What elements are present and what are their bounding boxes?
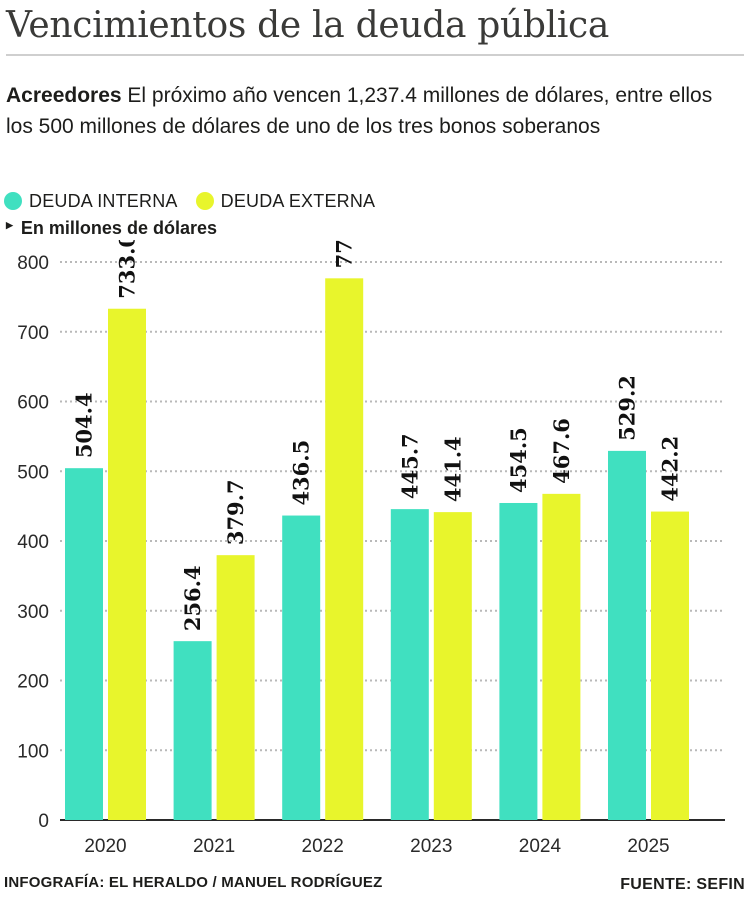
units-text: En millones de dólares <box>20 218 217 238</box>
data-label-interna-2025: 529.2 <box>615 375 640 441</box>
y-tick-label: 0 <box>38 811 49 832</box>
bar-interna-2020 <box>65 468 103 820</box>
chart-title: Vencimientos de la deuda pública <box>6 2 744 56</box>
data-label-externa-2020: 733.0 <box>115 240 140 299</box>
legend-swatch-interna <box>4 192 22 210</box>
legend-swatch-externa <box>195 192 214 210</box>
bar-interna-2024 <box>499 502 538 820</box>
data-label-interna-2021: 256.4 <box>180 565 205 631</box>
x-axis: 2020 2021 2022 2023 2024 2025 <box>84 836 669 857</box>
data-label-interna-2020: 504.4 <box>72 392 97 458</box>
legend-label-interna: DEUDA INTERNA <box>29 190 178 211</box>
legend-label-externa: DEUDA EXTERNA <box>220 190 376 211</box>
bar-externa-2022 <box>325 278 364 820</box>
bar-externa-2020 <box>108 308 146 820</box>
data-label-externa-2023: 441.4 <box>440 436 465 502</box>
data-label-externa-2025: 442.2 <box>658 436 683 502</box>
x-tick-label-2023: 2023 <box>410 836 452 857</box>
source: FUENTE: SEFIN <box>620 876 745 893</box>
legend: DEUDA INTERNA DEUDA EXTERNA <box>4 190 393 212</box>
intro-body: El próximo año vencen 1,237.4 millones d… <box>6 84 713 138</box>
data-label-externa-2024: 467.6 <box>549 418 574 484</box>
x-tick-label-2020: 2020 <box>84 836 126 857</box>
triangle-icon: ▶ <box>6 220 13 230</box>
bar-externa-2023 <box>433 512 472 820</box>
data-label-interna-2024: 454.5 <box>506 427 531 493</box>
bars <box>65 278 689 820</box>
y-tick-label: 300 <box>17 602 49 623</box>
data-label-interna-2022: 436.5 <box>289 440 314 506</box>
x-tick-label-2022: 2022 <box>302 836 344 857</box>
y-tick-label: 200 <box>17 672 49 693</box>
legend-item-interna: DEUDA INTERNA <box>4 191 178 212</box>
bar-externa-2024 <box>542 493 581 820</box>
x-tick-label-2021: 2021 <box>193 836 235 857</box>
credit: INFOGRAFÍA: EL HERALDO / MANUEL RODRÍGUE… <box>4 874 383 891</box>
bar-chart: 0 100 200 300 400 500 600 700 800 504.4 733.0 256.… <box>17 240 725 857</box>
bar-externa-2025 <box>651 511 689 820</box>
y-tick-label: 100 <box>17 741 49 762</box>
intro-text: Acreedores El próximo año vencen 1,237.4… <box>6 80 741 142</box>
bar-interna-2022 <box>282 515 321 820</box>
data-label-externa-2022: 776.6 <box>332 240 357 268</box>
intro-lead: Acreedores <box>6 84 122 107</box>
legend-item-externa: DEUDA EXTERNA <box>195 190 376 212</box>
bar-interna-2021 <box>173 641 212 820</box>
y-tick-label: 800 <box>17 253 49 274</box>
bar-externa-2021 <box>216 555 255 820</box>
x-tick-label-2025: 2025 <box>627 836 669 857</box>
units-label: ▶ En millones de dólares <box>6 218 217 239</box>
y-tick-label: 600 <box>17 393 49 414</box>
y-tick-label: 500 <box>17 462 49 483</box>
data-label-externa-2021: 379.7 <box>223 479 248 545</box>
bar-interna-2025 <box>608 450 646 820</box>
data-labels: 504.4 733.0 256.4 379.7 436.5 776.6 445.7 441.4… <box>72 240 683 631</box>
y-tick-label: 700 <box>17 323 49 344</box>
y-tick-label: 400 <box>17 532 49 553</box>
bar-interna-2023 <box>390 509 429 820</box>
data-label-interna-2023: 445.7 <box>397 433 422 499</box>
x-tick-label-2024: 2024 <box>519 836 562 857</box>
